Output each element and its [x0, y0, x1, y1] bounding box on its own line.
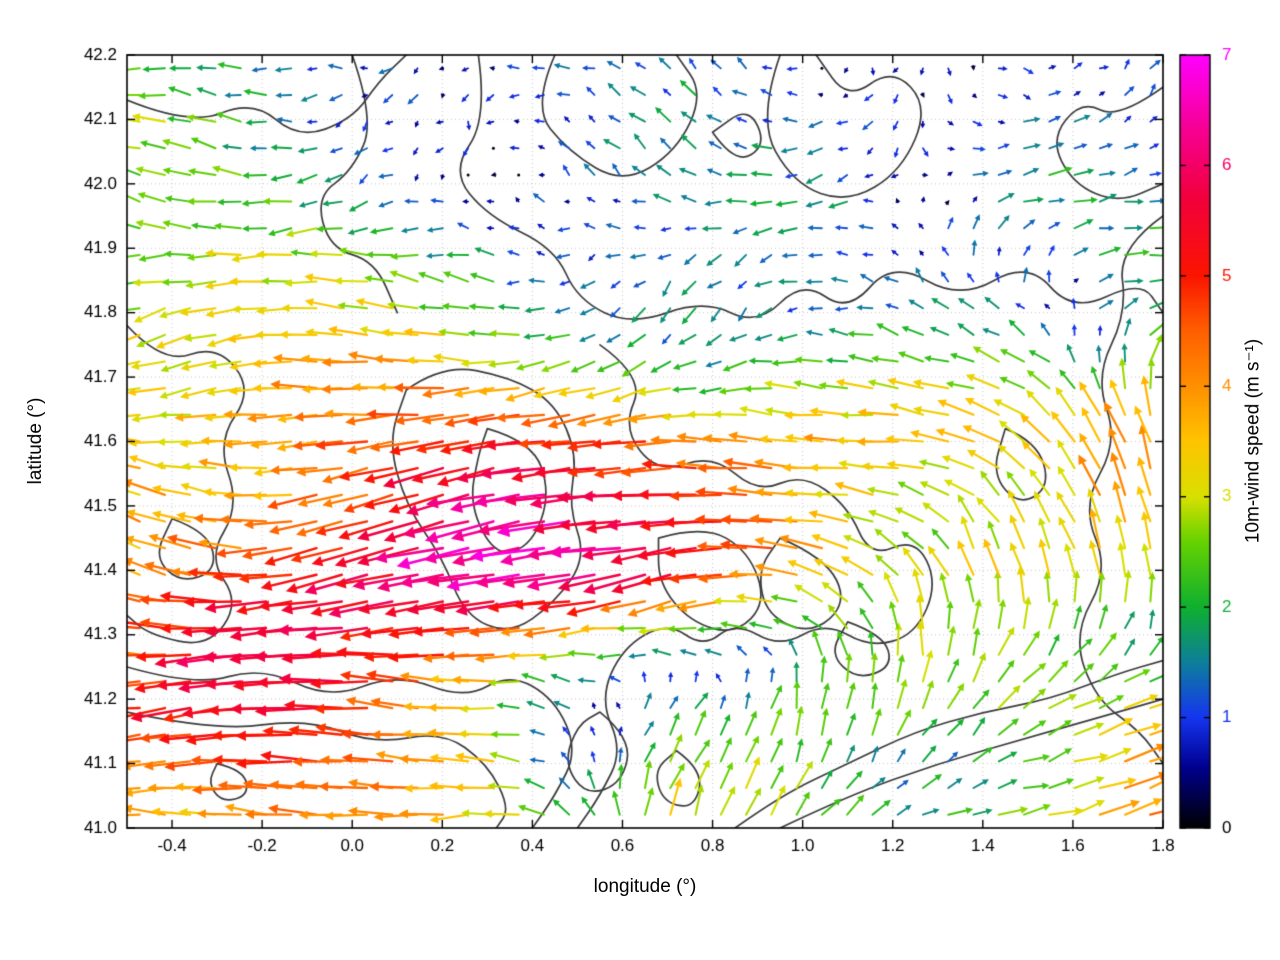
colorbar-label: 10m-wind speed (m s⁻¹) — [1242, 338, 1264, 544]
y-axis-label: latitude (°) — [25, 397, 46, 485]
x-axis-label: longitude (°) — [593, 876, 697, 897]
